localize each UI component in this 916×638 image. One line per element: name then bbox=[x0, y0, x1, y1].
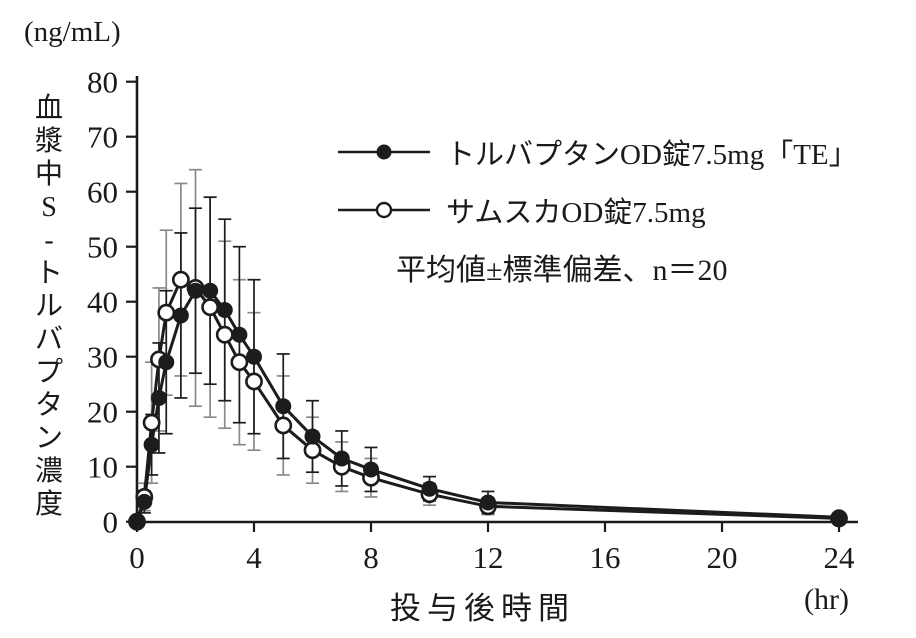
y-axis-title-char: 血 bbox=[34, 93, 63, 124]
y-axis-title-char: 度 bbox=[34, 489, 63, 520]
data-point-samsca bbox=[230, 353, 249, 372]
data-point-te bbox=[480, 494, 496, 511]
x-axis-unit-label: (hr) bbox=[804, 583, 849, 616]
data-point-te bbox=[333, 450, 350, 467]
y-axis-title-char: S bbox=[41, 192, 57, 223]
data-point-samsca bbox=[142, 413, 161, 432]
y-axis-title-char: タ bbox=[34, 390, 63, 421]
x-tick-label: 20 bbox=[707, 540, 738, 575]
y-axis-title-char: ト bbox=[34, 258, 63, 289]
x-tick-label: 4 bbox=[246, 540, 262, 575]
data-point-te bbox=[143, 436, 160, 453]
data-point-te bbox=[136, 493, 153, 510]
data-point-te bbox=[158, 354, 175, 371]
y-axis-title-char: ル bbox=[34, 291, 63, 322]
data-point-te bbox=[304, 428, 321, 445]
y-axis-title-char: プ bbox=[34, 357, 63, 388]
data-point-te bbox=[187, 282, 204, 299]
data-point-te bbox=[150, 389, 167, 406]
x-tick-label: 8 bbox=[363, 540, 379, 575]
y-axis-title-char: 漿 bbox=[34, 126, 63, 157]
series-line-te bbox=[135, 289, 840, 523]
data-point-te bbox=[275, 398, 292, 415]
y-tick-label: 60 bbox=[87, 175, 118, 210]
x-tick-label: 24 bbox=[824, 540, 856, 575]
y-tick-label: 10 bbox=[87, 450, 118, 485]
legend-marker-open-circle-icon bbox=[338, 201, 430, 219]
data-point-samsca bbox=[303, 441, 322, 460]
y-axis-title-char: バ bbox=[34, 324, 63, 355]
data-point-te bbox=[421, 480, 438, 497]
data-point-te bbox=[831, 509, 847, 526]
x-tick-label: 16 bbox=[590, 540, 621, 575]
y-tick-label: 80 bbox=[87, 65, 118, 100]
y-axis-unit-label: (ng/mL) bbox=[24, 16, 121, 48]
y-tick-label: 20 bbox=[87, 395, 118, 430]
y-tick-label: 70 bbox=[87, 120, 118, 155]
y-axis-title-char: ン bbox=[34, 423, 63, 454]
y-tick-label: 0 bbox=[103, 505, 119, 540]
data-point-te bbox=[231, 326, 248, 343]
data-point-te bbox=[363, 461, 379, 478]
data-point-samsca bbox=[157, 303, 176, 322]
legend-label-samsca: サムスカOD錠7.5mg bbox=[446, 197, 706, 229]
data-point-te bbox=[129, 513, 145, 530]
data-point-te bbox=[246, 348, 262, 365]
y-axis-title-char: 濃 bbox=[34, 456, 63, 487]
y-tick-label: 30 bbox=[87, 340, 118, 375]
legend-item-samsca: サムスカOD錠7.5mg bbox=[336, 194, 706, 229]
y-axis-title-char: - bbox=[44, 225, 54, 256]
legend-item-te: トルバプタンOD錠7.5mg「TE」 bbox=[336, 136, 858, 171]
data-point-samsca bbox=[171, 270, 190, 289]
data-point-samsca bbox=[245, 372, 263, 391]
legend-label-te: トルバプタンOD錠7.5mg「TE」 bbox=[446, 139, 858, 171]
legend-marker-filled-circle-icon bbox=[338, 144, 430, 160]
data-point-te bbox=[202, 282, 219, 299]
y-tick-label: 40 bbox=[87, 285, 118, 320]
y-axis-title-char: 中 bbox=[34, 159, 63, 190]
annotation-mean-sd-note: 平均値±標準偏差、n＝20 bbox=[396, 254, 728, 287]
data-point-samsca bbox=[215, 325, 234, 344]
x-axis-title: 投与後時間 bbox=[390, 591, 575, 626]
data-point-samsca bbox=[201, 298, 220, 317]
x-tick-label: 0 bbox=[129, 540, 145, 575]
data-point-te bbox=[216, 301, 233, 318]
y-tick-label: 50 bbox=[87, 230, 118, 265]
series-line-samsca bbox=[135, 277, 840, 523]
data-point-te bbox=[172, 307, 189, 324]
data-point-samsca bbox=[274, 416, 293, 435]
x-tick-label: 12 bbox=[473, 540, 504, 575]
